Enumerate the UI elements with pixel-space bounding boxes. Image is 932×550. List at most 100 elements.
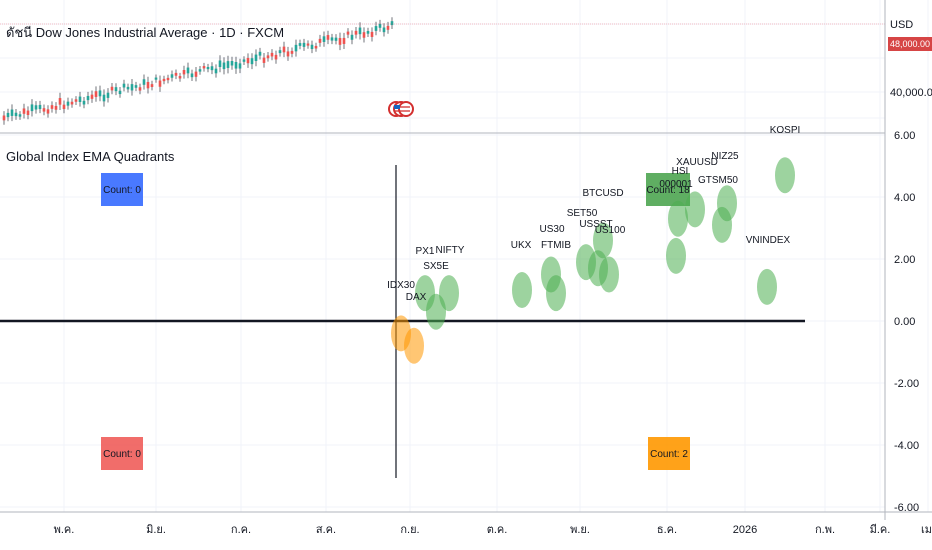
candle-body [326,35,330,40]
candle-body [250,58,254,65]
candle-body [330,37,334,41]
y-tick-label: 2.00 [894,254,915,266]
main-price-axis-label: 40,000.00 [890,87,932,99]
point-label-ussst: USSST [579,219,612,230]
candle-body [86,95,90,101]
candle-body [42,108,46,112]
scatter-point-hsi [668,200,688,237]
y-tick-label: -4.00 [894,440,919,452]
candle-body [302,42,306,47]
scatter-point-btcusd [593,222,613,259]
candle-body [26,110,30,116]
candle-body [46,109,50,114]
candle-body [110,86,114,91]
scatter-point-xauusd [685,191,705,228]
x-tick-label: มี.ค. [870,523,891,536]
candle-body [314,45,318,49]
candle-body [274,54,278,60]
candle-body [150,84,154,87]
candle-body [334,37,338,41]
candle-body [190,73,194,78]
candle-body [6,112,10,118]
last-price-tag: 48,000.00 [888,37,932,51]
candle-body [318,38,322,43]
candle-body [338,38,342,45]
candle-body [246,57,250,64]
x-tick-label: ก.ย. [400,524,419,536]
candle-body [242,59,246,62]
candle-body [106,92,110,98]
candle-body [198,69,202,72]
x-tick-label: ก.ค. [231,524,251,536]
x-tick-label: ธ.ค. [657,524,677,536]
scatter-point-vnindex [757,268,777,305]
candle-body [178,76,182,79]
scatter-point-000001 [666,237,686,274]
point-label-xauusd: XAUUSD [676,157,718,168]
point-label-idx30: IDX30 [387,280,415,291]
candle-body [50,105,54,109]
candle-body [218,60,222,67]
candle-body [346,31,350,35]
candle-body [90,94,94,99]
candle-body [118,90,122,95]
candle-body [134,85,138,88]
candle-body [78,96,82,102]
candle-body [174,72,178,76]
candle-body [230,61,234,66]
point-label-ftmib: FTMIB [541,240,571,251]
candle-body [142,79,146,85]
candle-body [22,108,26,114]
candle-body [266,55,270,59]
candle-body [146,81,150,89]
point-label-000001: 000001 [659,179,693,190]
scatter-point-px1 [415,275,435,312]
candle-body [234,62,238,69]
candle-body [154,77,158,80]
candle-body [186,67,190,74]
point-label-px1: PX1 [416,246,435,257]
candle-body [34,105,38,110]
candle-body [158,80,162,87]
candle-body [374,26,378,31]
candle-body [222,62,226,70]
candle-body [14,112,18,117]
candle-body [278,50,282,54]
candle-body [114,87,118,92]
count-label-bottom-left: Count: 0 [103,449,141,460]
price-candles [2,17,394,125]
x-tick-label: 2026 [733,524,757,536]
candle-body [66,101,70,106]
currency-button[interactable]: USD [890,19,914,31]
point-label-vnindex: VNINDEX [746,235,791,246]
candle-body [30,104,34,112]
candle-body [94,91,98,97]
candle-body [170,74,174,78]
us-flag-events-icon[interactable] [388,96,414,122]
candle-body [70,101,74,105]
candle-body [370,31,374,37]
scatter-point-set50 [576,244,596,281]
point-label-dax: DAX [406,292,427,303]
count-label-top-right: Count: 18 [646,185,690,196]
candle-body [358,27,362,35]
candle-body [214,68,218,74]
candle-body [2,115,6,121]
candle-body [382,27,386,33]
main-chart-title: ดัชนี Dow Jones Industrial Average · 1D … [6,25,285,40]
time-scale[interactable]: พ.ค. มิ.ย. ก.ค. ส.ค. ก.ย. ต.ค. พ.ย. ธ.ค. 2026 ก.พ… [54,523,932,536]
point-label-nifty: NIFTY [436,245,465,256]
x-tick-label: พ.ย. [570,524,590,536]
indicator-title: Global Index EMA Quadrants [6,149,175,164]
indicator-price-scale[interactable]: 6.00 4.00 2.00 0.00 -2.00 -4.00 -6.00 [894,130,919,514]
candle-body [290,50,294,54]
candle-body [162,78,166,82]
candle-body [130,84,134,91]
candle-body [298,43,302,46]
candle-body [10,109,14,116]
candle-body [262,57,266,63]
candle-body [258,51,262,56]
candle-body [342,37,346,44]
